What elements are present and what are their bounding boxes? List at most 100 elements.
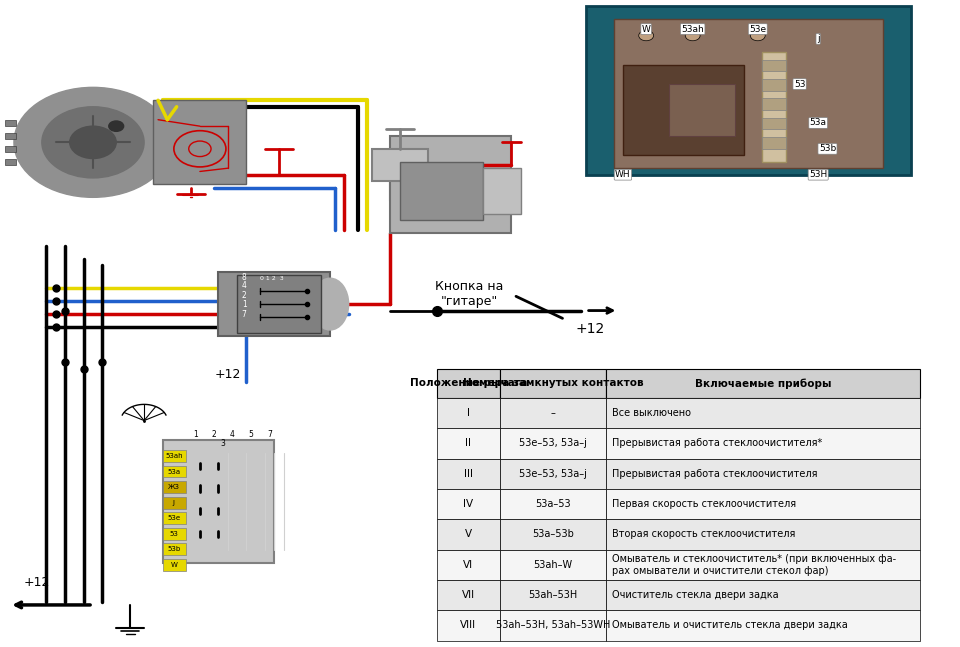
Text: 2: 2 (211, 430, 216, 439)
Bar (500, 549, 606, 580)
Bar (162, 543, 186, 555)
Text: 53b: 53b (167, 546, 180, 553)
Text: +12: +12 (23, 576, 50, 589)
Bar (5, 146, 15, 152)
Text: 7: 7 (267, 430, 272, 439)
Text: 53: 53 (794, 80, 805, 89)
Bar (437, 580, 500, 610)
Bar (399, 162, 484, 220)
Bar (606, 489, 921, 519)
Text: 1: 1 (193, 430, 198, 439)
Bar (500, 610, 606, 641)
Text: 5: 5 (249, 430, 253, 439)
Bar (162, 512, 186, 524)
Bar (500, 369, 606, 398)
Text: VII: VII (462, 590, 475, 600)
Text: 53аh–53Н, 53аh–53WН: 53аh–53Н, 53аh–53WН (495, 620, 611, 630)
Bar (613, 19, 883, 168)
Text: 53: 53 (169, 531, 179, 537)
Text: 3: 3 (221, 439, 226, 448)
Text: 53Н: 53Н (809, 170, 828, 179)
Text: Вторая скорость стеклоочистителя: Вторая скорость стеклоочистителя (612, 529, 796, 540)
Text: Ж3: Ж3 (168, 484, 180, 490)
Ellipse shape (311, 278, 348, 330)
Text: –: – (551, 408, 556, 418)
Text: III: III (464, 468, 473, 479)
Bar (669, 84, 734, 136)
Bar (500, 459, 606, 489)
Text: 8: 8 (242, 272, 247, 281)
Bar (5, 133, 15, 139)
Text: Положение рычага: Положение рычага (410, 378, 527, 388)
Text: 53е–53, 53а–j: 53е–53, 53а–j (519, 439, 587, 448)
Text: 0 1 2  3: 0 1 2 3 (260, 276, 284, 281)
Bar (162, 559, 186, 571)
Text: V: V (465, 529, 472, 540)
Bar (437, 549, 500, 580)
Circle shape (685, 30, 700, 41)
Bar (606, 428, 921, 459)
Text: VIII: VIII (461, 620, 476, 630)
Bar (762, 60, 785, 71)
Bar (586, 6, 911, 175)
Bar (623, 65, 744, 155)
Text: IV: IV (464, 499, 473, 509)
Bar (437, 519, 500, 549)
Text: W: W (171, 562, 178, 568)
Text: +12: +12 (215, 369, 241, 382)
Bar (154, 100, 247, 184)
Text: Очиститель стекла двери задка: Очиститель стекла двери задка (612, 590, 780, 600)
Bar (237, 275, 321, 333)
Bar (437, 489, 500, 519)
Bar (372, 149, 428, 181)
Text: 53е: 53е (749, 25, 766, 34)
Text: 4: 4 (230, 430, 235, 439)
Circle shape (14, 87, 172, 197)
Text: VI: VI (464, 560, 473, 570)
Bar (5, 159, 15, 165)
Bar (162, 497, 186, 509)
Bar (437, 369, 500, 398)
Circle shape (70, 126, 116, 159)
Bar (391, 136, 512, 233)
Text: 53а: 53а (167, 468, 180, 475)
Text: Прерывистая работа стеклоочистителя*: Прерывистая работа стеклоочистителя* (612, 439, 823, 448)
Bar (500, 398, 606, 428)
Bar (437, 398, 500, 428)
Bar (437, 428, 500, 459)
Circle shape (108, 121, 124, 131)
Text: II: II (466, 439, 471, 448)
Text: 1: 1 (242, 300, 247, 309)
Text: Включаемые приборы: Включаемые приборы (695, 378, 831, 389)
Text: 53е–53, 53а–j: 53е–53, 53а–j (519, 468, 587, 479)
Text: I: I (467, 408, 469, 418)
Bar (762, 98, 785, 110)
Text: Омыватель и очиститель стекла двери задка: Омыватель и очиститель стекла двери задк… (612, 620, 849, 630)
Bar (162, 466, 186, 477)
Text: Омыватель и стеклоочиститель* (при включенных фа-
рах омыватели и очистители сте: Омыватель и стеклоочиститель* (при включ… (612, 554, 897, 576)
Text: 53а: 53а (809, 118, 827, 127)
Bar (500, 580, 606, 610)
Bar (437, 459, 500, 489)
Text: WН: WН (615, 170, 631, 179)
Bar (606, 398, 921, 428)
Bar (606, 610, 921, 641)
Text: 53b: 53b (819, 144, 836, 153)
Bar (5, 120, 15, 126)
Bar (162, 450, 186, 462)
Bar (606, 580, 921, 610)
Text: 53а–53: 53а–53 (536, 499, 571, 509)
Text: J: J (173, 499, 175, 506)
Text: 7: 7 (242, 310, 247, 319)
Bar (762, 52, 785, 162)
Bar (762, 79, 785, 91)
Bar (762, 137, 785, 149)
Bar (484, 168, 520, 214)
Text: 53аh–W: 53аh–W (534, 560, 572, 570)
Text: 2: 2 (242, 291, 247, 300)
Bar (500, 519, 606, 549)
Text: 53а–53b: 53а–53b (532, 529, 574, 540)
Text: Первая скорость стеклоочистителя: Первая скорость стеклоочистителя (612, 499, 797, 509)
Bar (500, 489, 606, 519)
Text: W: W (641, 25, 651, 34)
